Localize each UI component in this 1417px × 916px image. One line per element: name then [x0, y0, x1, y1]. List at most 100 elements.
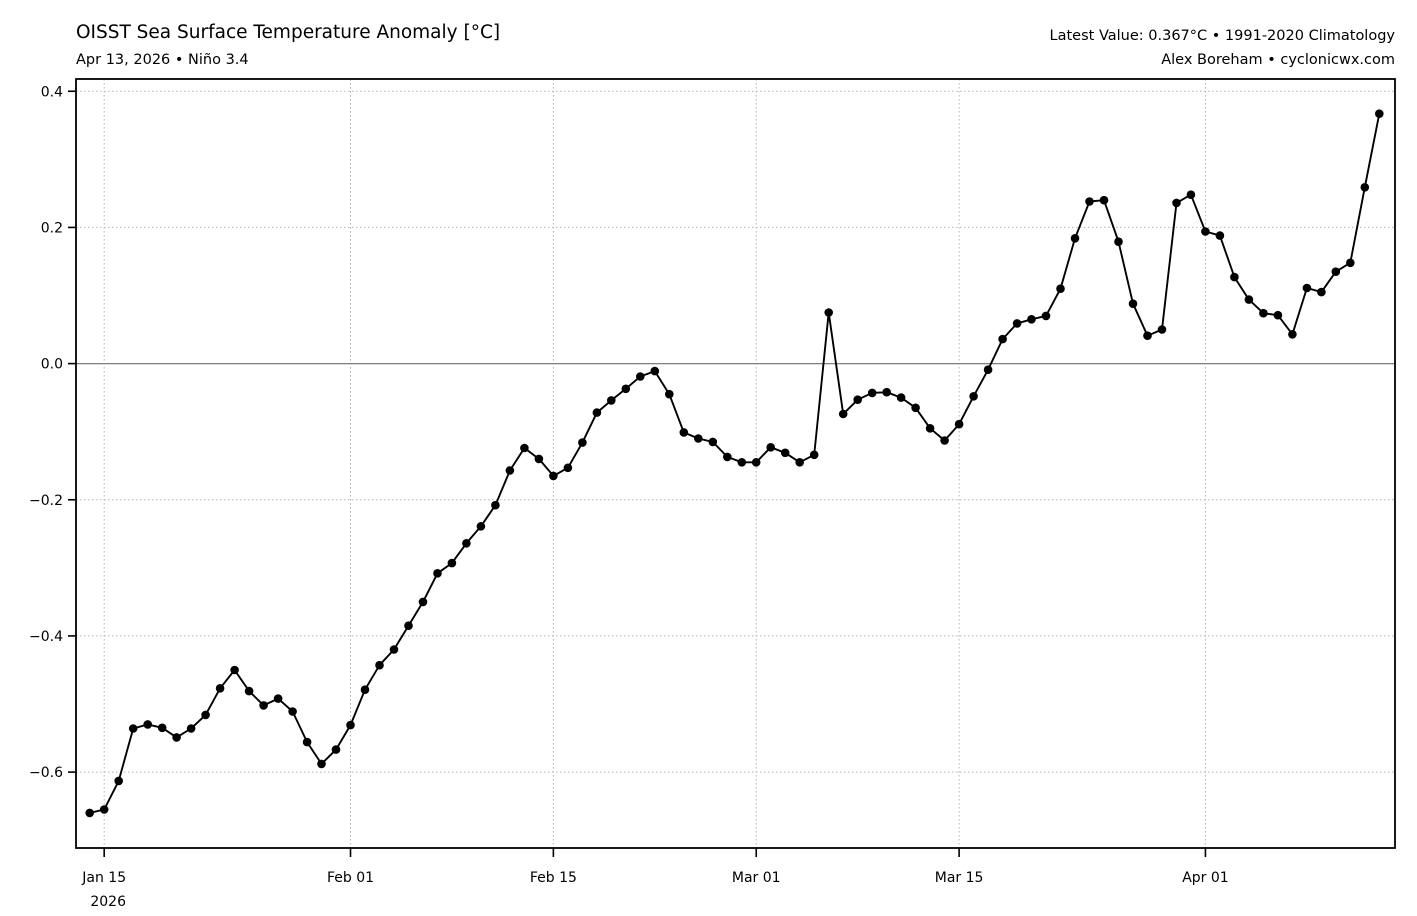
x-tick-label: Feb 15: [530, 870, 577, 886]
data-point-2026-02-15: [549, 471, 558, 481]
data-point-2026-03-02: [766, 443, 775, 452]
data-point-2026-02-22: [650, 366, 660, 376]
data-point-2026-02-23: [665, 389, 674, 399]
x-tick-label: Mar 01: [732, 870, 781, 886]
data-point-2026-03-08: [853, 395, 862, 405]
data-point-2026-01-22: [201, 710, 210, 720]
data-point-2026-03-14: [940, 436, 949, 445]
data-point-2026-03-13: [925, 424, 935, 433]
data-point-2026-03-28: [1143, 331, 1152, 341]
data-point-2026-03-16: [969, 392, 978, 401]
data-point-2026-02-28: [737, 458, 747, 467]
data-point-2026-04-09: [1317, 287, 1326, 297]
data-point-2026-01-15: [99, 805, 109, 814]
data-point-2026-03-17: [983, 365, 993, 375]
data-point-2026-01-25: [244, 686, 254, 696]
data-point-2026-02-16: [563, 463, 573, 473]
data-point-2026-03-20: [1027, 315, 1036, 324]
x-tick-year-label: 2026: [90, 894, 126, 910]
data-point-2026-03-19: [1012, 319, 1022, 328]
x-tick-label: Apr 01: [1182, 870, 1228, 886]
anomaly-line-series: [85, 109, 1384, 818]
data-point-2026-03-09: [867, 388, 877, 398]
data-point-2026-03-22: [1056, 284, 1065, 294]
data-point-2026-03-01: [751, 458, 761, 467]
data-point-2026-02-18: [592, 408, 602, 417]
data-point-2026-01-27: [273, 694, 283, 703]
data-point-2026-03-30: [1172, 198, 1181, 208]
data-point-2026-03-06: [824, 308, 833, 317]
data-point-2026-02-11: [491, 500, 500, 510]
series-path: [88, 112, 1381, 814]
y-tick-label: 0.2: [41, 220, 63, 236]
data-point-2026-01-17: [128, 724, 138, 733]
plot-frame: [75, 78, 1396, 849]
data-point-2026-02-19: [607, 396, 616, 405]
data-point-2026-02-02: [360, 685, 370, 694]
data-point-2026-04-01: [1201, 227, 1210, 236]
data-point-2026-04-03: [1230, 272, 1239, 282]
data-point-2026-04-10: [1331, 267, 1341, 277]
chart-title: OISST Sea Surface Temperature Anomaly [°…: [76, 22, 500, 43]
data-point-2026-01-19: [157, 723, 167, 733]
data-point-2026-03-21: [1041, 311, 1051, 321]
data-point-2026-01-18: [143, 720, 152, 729]
data-point-2026-03-03: [780, 448, 790, 458]
data-point-2026-04-11: [1346, 258, 1355, 268]
data-point-2026-01-14: [85, 808, 94, 818]
data-point-2026-01-21: [186, 724, 196, 733]
data-point-2026-03-07: [838, 409, 848, 419]
axis-ticks: [68, 90, 1207, 857]
plot-grid: [76, 79, 1395, 848]
chart-subtitle: Apr 13, 2026 • Niño 3.4: [76, 52, 249, 68]
data-point-2026-03-23: [1070, 234, 1080, 243]
data-point-2026-02-21: [636, 372, 645, 381]
data-point-2026-03-25: [1099, 195, 1109, 205]
data-point-2026-04-05: [1259, 308, 1268, 318]
data-point-2026-02-24: [679, 428, 689, 437]
plot-border: [75, 78, 1396, 849]
data-point-2026-01-28: [288, 707, 297, 716]
data-point-2026-01-24: [230, 665, 239, 675]
data-point-2026-02-26: [708, 437, 718, 447]
data-point-2026-01-23: [215, 684, 225, 693]
data-point-2026-01-16: [114, 776, 123, 786]
data-point-2026-02-07: [433, 569, 442, 578]
data-point-2026-04-08: [1302, 283, 1312, 293]
data-point-2026-02-01: [346, 720, 355, 730]
data-point-2026-03-10: [882, 387, 891, 397]
x-tick-label: Jan 15: [81, 870, 126, 886]
data-point-2026-03-11: [896, 393, 906, 402]
data-point-2026-01-20: [172, 733, 181, 742]
data-point-2026-02-27: [723, 452, 732, 462]
y-tick-label: 0.0: [41, 357, 63, 373]
y-tick-label: −0.6: [29, 765, 63, 781]
latest-value-text: Latest Value: 0.367°C • 1991-2020 Climat…: [1050, 28, 1396, 44]
data-point-2026-03-05: [809, 450, 819, 460]
data-point-2026-02-25: [694, 434, 703, 443]
data-point-2026-02-14: [534, 454, 544, 464]
data-point-2026-03-27: [1128, 299, 1138, 309]
data-point-2026-02-10: [476, 522, 486, 531]
data-point-2026-04-07: [1288, 330, 1297, 339]
data-point-2026-02-20: [621, 384, 631, 394]
data-point-2026-02-17: [578, 438, 587, 447]
credit-text: Alex Boreham • cyclonicwx.com: [1161, 52, 1395, 68]
data-point-2026-02-09: [462, 539, 471, 548]
x-tick-label: Mar 15: [935, 870, 984, 886]
data-point-2026-02-03: [375, 660, 384, 670]
data-point-2026-03-24: [1085, 197, 1094, 206]
y-tick-label: 0.4: [41, 84, 63, 100]
data-point-2026-02-04: [389, 645, 399, 654]
data-point-2026-04-13: [1375, 109, 1384, 118]
data-point-2026-03-12: [911, 403, 920, 413]
axis-tick-labels: 0.4 0.2 0.0 −0.2 −0.4 −0.6 Jan 15 2026 Feb 01 Feb…: [29, 84, 1229, 910]
data-point-2026-03-29: [1157, 325, 1167, 334]
data-point-2026-04-06: [1273, 310, 1283, 320]
data-point-2026-04-12: [1360, 183, 1370, 192]
data-point-2026-01-30: [317, 759, 326, 769]
x-tick-label: Feb 01: [327, 870, 374, 886]
data-point-2026-02-08: [447, 558, 457, 568]
y-tick-label: −0.4: [29, 629, 63, 645]
